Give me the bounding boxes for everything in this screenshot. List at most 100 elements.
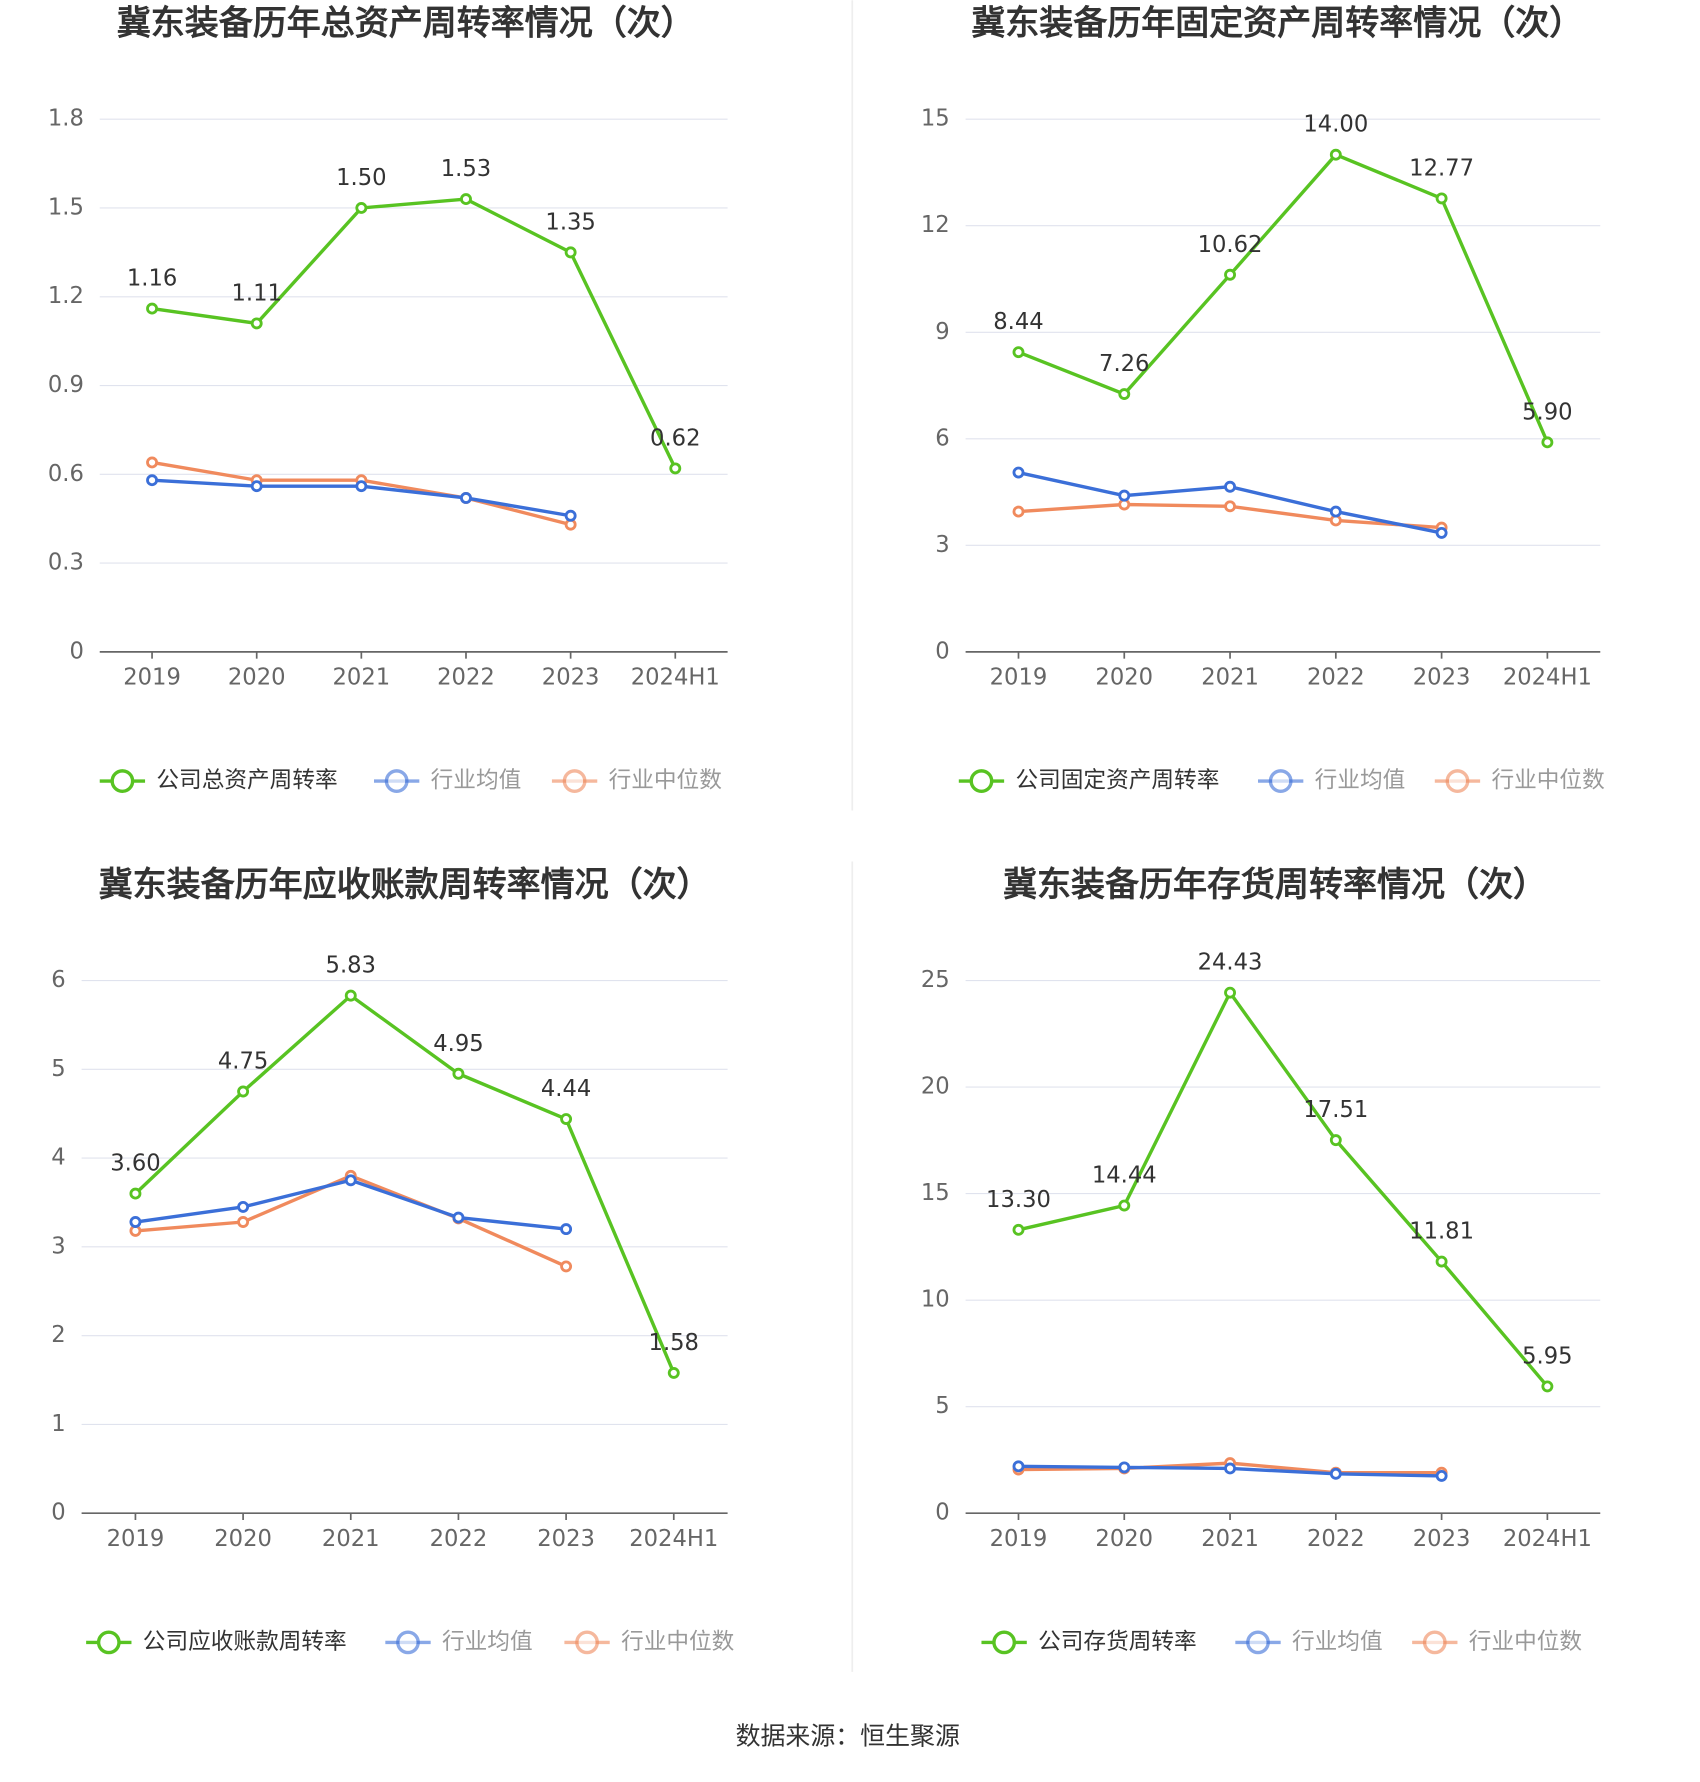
legend-marker <box>1246 1630 1270 1655</box>
point <box>1329 1134 1342 1147</box>
legend-label: 行业均值 <box>442 1629 533 1655</box>
point <box>1118 1199 1131 1212</box>
legend-label: 行业均值 <box>1315 768 1406 794</box>
x-tick-label: 2020 <box>1095 1526 1153 1552</box>
value-label: 7.26 <box>1099 351 1149 377</box>
y-tick-label: 0.3 <box>48 550 84 576</box>
value-label: 14.44 <box>1092 1163 1157 1189</box>
y-tick-label: 0 <box>935 638 949 664</box>
value-label: 12.77 <box>1409 155 1474 181</box>
point <box>460 492 472 504</box>
value-label: 17.51 <box>1303 1097 1368 1123</box>
point <box>1435 1255 1448 1268</box>
series-line <box>1017 152 1549 444</box>
legend-label: 行业中位数 <box>1491 768 1605 794</box>
x-tick-label: 2019 <box>123 664 181 690</box>
x-tick-label: 2019 <box>990 664 1048 690</box>
point <box>560 1113 573 1125</box>
value-label: 4.75 <box>218 1049 268 1075</box>
x-tick-label: 2019 <box>107 1526 165 1552</box>
point <box>355 202 368 214</box>
point <box>250 317 263 330</box>
legend-marker <box>1268 769 1293 793</box>
point <box>344 989 357 1002</box>
y-tick-label: 15 <box>921 106 950 132</box>
point <box>452 1067 465 1080</box>
point <box>1012 466 1025 479</box>
point <box>1012 1223 1025 1236</box>
value-label: 14.00 <box>1303 112 1368 138</box>
y-tick-label: 1.8 <box>48 106 84 132</box>
point <box>560 1223 573 1236</box>
series-line <box>135 1178 567 1231</box>
y-tick-label: 3 <box>935 532 949 558</box>
chart-title: 冀东装备历年存货周转率情况（次） <box>1003 865 1547 905</box>
x-tick-label: 2024H1 <box>1503 1526 1592 1552</box>
value-label: 1.11 <box>231 280 281 306</box>
legend-label: 行业均值 <box>1292 1629 1383 1655</box>
point <box>1224 500 1236 513</box>
y-tick-label: 10 <box>921 1287 950 1313</box>
point <box>1012 346 1025 359</box>
value-label: 5.90 <box>1522 399 1572 425</box>
legend-marker <box>110 769 135 793</box>
point <box>1118 489 1131 502</box>
value-label: 10.62 <box>1198 232 1263 258</box>
legend-marker <box>384 769 409 793</box>
legend-label: 行业均值 <box>431 768 522 794</box>
point <box>237 1216 250 1228</box>
legend-label: 公司固定资产周转率 <box>1015 768 1219 794</box>
legend-label: 公司存货周转率 <box>1038 1629 1197 1655</box>
legend-label: 行业中位数 <box>609 768 723 794</box>
point <box>146 302 159 315</box>
y-tick-label: 1 <box>51 1411 65 1437</box>
point <box>1224 480 1236 493</box>
point <box>344 1174 357 1187</box>
y-tick-label: 1.5 <box>48 194 84 220</box>
legend-label: 行业中位数 <box>1469 1629 1583 1655</box>
y-tick-label: 25 <box>921 967 950 993</box>
x-tick-label: 2024H1 <box>631 664 720 690</box>
point <box>452 1211 465 1224</box>
point <box>355 480 368 493</box>
point <box>1224 1462 1236 1475</box>
x-tick-label: 2023 <box>1413 1526 1471 1552</box>
x-tick-label: 2021 <box>1201 1526 1259 1552</box>
value-label: 3.60 <box>110 1151 160 1177</box>
legend-marker <box>1445 769 1470 793</box>
point <box>237 1200 250 1213</box>
point <box>129 1187 142 1200</box>
y-tick-label: 9 <box>935 319 949 345</box>
point <box>146 456 159 469</box>
point <box>1118 388 1131 401</box>
y-tick-label: 1.2 <box>48 283 84 309</box>
x-tick-label: 2022 <box>437 664 495 690</box>
series-line <box>1018 989 1549 1388</box>
legend-marker <box>992 1630 1017 1655</box>
x-tick-label: 2022 <box>1307 1526 1365 1552</box>
y-tick-label: 15 <box>921 1180 950 1206</box>
point <box>1329 1467 1342 1480</box>
value-label: 0.62 <box>650 425 700 451</box>
point <box>250 480 263 493</box>
point <box>1329 505 1342 518</box>
point <box>1118 1461 1131 1474</box>
value-label: 11.81 <box>1409 1219 1474 1245</box>
chart-title: 冀东装备历年总资产周转率情况（次） <box>117 4 695 44</box>
legend-marker <box>575 1630 599 1655</box>
point <box>129 1216 142 1228</box>
x-tick-label: 2024H1 <box>1503 664 1592 690</box>
value-label: 4.95 <box>433 1031 483 1057</box>
value-label: 1.50 <box>336 165 386 191</box>
legend-marker <box>96 1630 121 1655</box>
point <box>1224 986 1236 999</box>
y-tick-label: 5 <box>51 1056 65 1082</box>
point <box>1541 436 1554 449</box>
x-tick-label: 2021 <box>333 664 391 690</box>
series-line <box>151 460 572 527</box>
point <box>1541 1380 1554 1393</box>
value-label: 5.95 <box>1522 1343 1572 1369</box>
legend-marker <box>396 1630 420 1655</box>
y-tick-label: 12 <box>921 212 950 238</box>
